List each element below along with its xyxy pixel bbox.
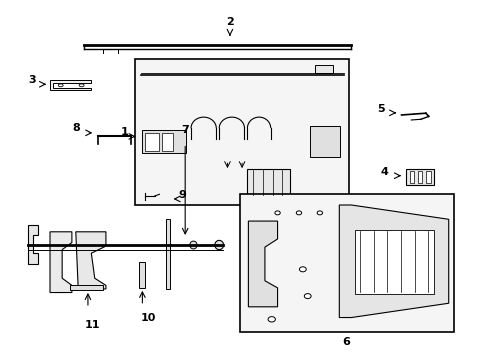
Ellipse shape xyxy=(296,211,301,215)
Text: 4: 4 xyxy=(379,167,387,177)
Ellipse shape xyxy=(267,317,275,322)
Bar xyxy=(139,262,144,288)
Bar xyxy=(239,194,453,332)
Bar xyxy=(135,59,348,205)
Polygon shape xyxy=(28,225,38,264)
Text: 1: 1 xyxy=(121,127,128,137)
Bar xyxy=(314,65,333,73)
Ellipse shape xyxy=(304,294,310,298)
Ellipse shape xyxy=(189,241,197,249)
Bar xyxy=(165,219,169,289)
Text: 8: 8 xyxy=(72,123,80,133)
Ellipse shape xyxy=(299,267,305,272)
Bar xyxy=(417,171,422,183)
Bar xyxy=(355,230,433,294)
Text: 5: 5 xyxy=(376,104,384,114)
Text: 10: 10 xyxy=(140,313,156,323)
Text: 2: 2 xyxy=(225,17,233,27)
Bar xyxy=(162,133,172,151)
Text: 9: 9 xyxy=(179,190,186,200)
Bar xyxy=(426,171,430,183)
Bar xyxy=(246,169,289,196)
Text: 11: 11 xyxy=(85,320,101,330)
Polygon shape xyxy=(76,232,106,289)
Ellipse shape xyxy=(274,211,280,215)
Ellipse shape xyxy=(339,211,345,215)
Polygon shape xyxy=(50,232,72,293)
Text: 3: 3 xyxy=(28,75,36,85)
Polygon shape xyxy=(339,205,448,318)
Bar xyxy=(145,133,159,151)
Ellipse shape xyxy=(214,240,223,249)
Bar xyxy=(70,285,103,290)
Ellipse shape xyxy=(317,211,322,215)
Text: 7: 7 xyxy=(181,125,189,135)
Polygon shape xyxy=(248,221,277,307)
Bar xyxy=(409,171,413,183)
Polygon shape xyxy=(50,80,91,90)
Bar xyxy=(405,169,433,185)
Bar xyxy=(142,130,186,153)
Text: 6: 6 xyxy=(342,337,350,347)
Bar xyxy=(309,126,340,157)
